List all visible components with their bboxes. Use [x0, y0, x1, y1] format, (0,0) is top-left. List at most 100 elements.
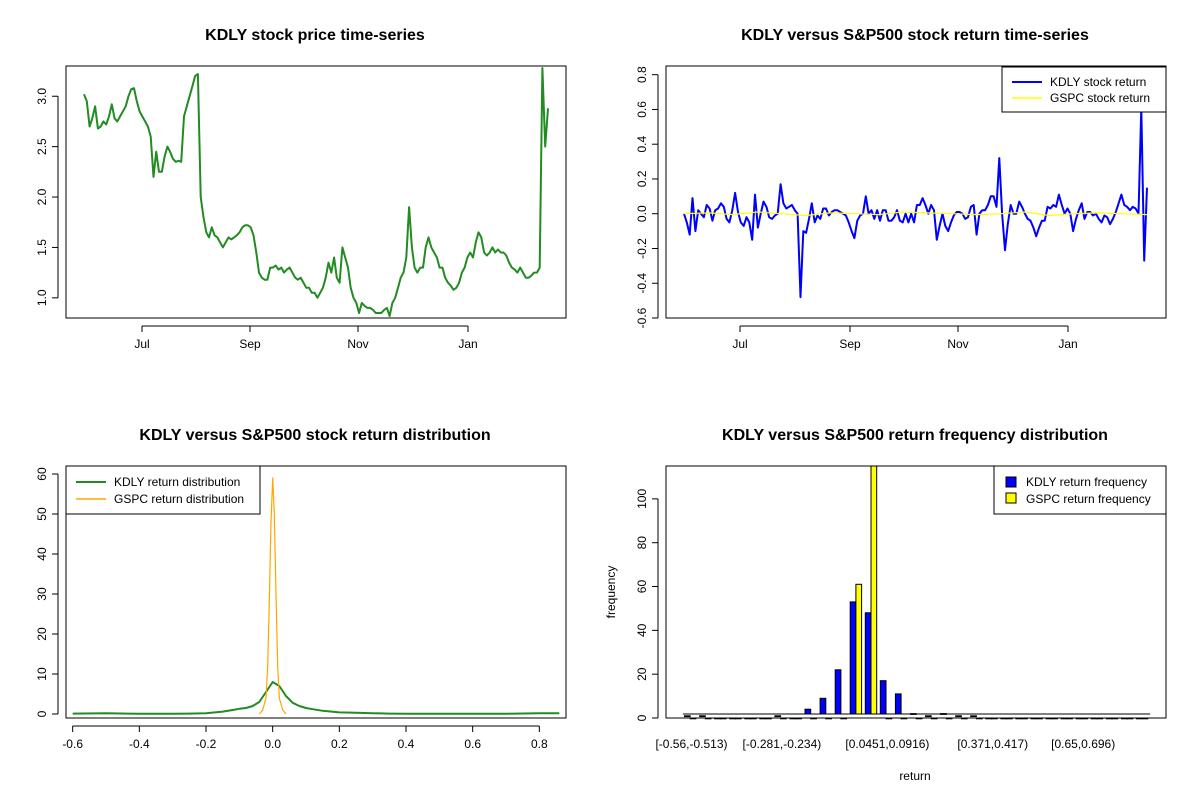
x-tick-label: Sep	[839, 337, 861, 351]
y-tick-label: 0.2	[635, 170, 649, 187]
y-tick-label: 0	[35, 710, 49, 717]
kdly-freq-bar	[864, 612, 872, 715]
x-tick-label: Jul	[732, 337, 747, 351]
y-tick-label: 20	[635, 667, 649, 681]
gspc-return-line	[683, 211, 1148, 217]
kdly-freq-bar	[894, 693, 902, 715]
gspc-freq-bar	[960, 717, 968, 720]
y-tick-label: 100	[635, 489, 649, 509]
price-plot-frame	[65, 65, 567, 319]
kdly-freq-bar	[729, 717, 736, 720]
gspc-freq-bar	[1021, 717, 1028, 720]
y-tick-label: -0.4	[635, 273, 649, 294]
kdly-freq-bar	[1030, 717, 1038, 720]
returns-legend: KDLY stock return GSPC stock return	[1001, 66, 1167, 113]
y-tick-label: 30	[35, 587, 49, 601]
x-tick-label: 0.0	[264, 737, 281, 751]
gspc-freq-bar	[1051, 717, 1059, 720]
gspc-freq-bar	[825, 717, 832, 720]
gspc-freq-bar	[976, 717, 983, 720]
x-tick-label: Jan	[458, 337, 477, 351]
kdly-freq-bar	[804, 708, 812, 715]
x-tick-label: 0.6	[464, 737, 481, 751]
price-chart-title: KDLY stock price time-series	[205, 27, 425, 44]
gspc-freq-bar	[1006, 717, 1013, 720]
gspc-freq-bar	[945, 717, 953, 720]
y-tick-label: 0.0	[635, 205, 649, 222]
returns-legend-box	[1001, 66, 1167, 113]
kdly-freq-bar	[1090, 717, 1098, 720]
kdly-freq-bar	[1015, 717, 1023, 720]
kdly-freq-bar	[774, 715, 782, 718]
gspc-freq-bar	[1126, 717, 1134, 720]
freq-chart-title: KDLY versus S&P500 return frequency dist…	[722, 427, 1108, 444]
freq-series	[683, 465, 1150, 720]
kdly-freq-bar	[744, 717, 751, 720]
density-plot-frame	[65, 465, 567, 719]
kdly-freq-bar	[1105, 717, 1113, 720]
gspc-freq-bar	[1036, 717, 1043, 720]
kdly-freq-bar	[879, 680, 887, 715]
gspc-freq-bar	[810, 717, 817, 720]
gspc-freq-bar	[870, 465, 878, 715]
y-tick-label: -0.6	[635, 307, 649, 328]
density-chart-panel: KDLY versus S&P500 stock return distribu…	[35, 427, 567, 751]
gspc-freq-bar	[1081, 717, 1089, 720]
gspc-freq-bar	[719, 717, 727, 720]
kdly-freq-bar	[834, 669, 842, 715]
x-tick-label: -0.2	[196, 737, 217, 751]
y-tick-label: 40	[635, 623, 649, 637]
kdly-freq-bar	[849, 601, 857, 715]
kdly-freq-bar	[955, 715, 962, 718]
x-tick-label: 0.4	[398, 737, 415, 751]
freq-legend-swatch-gspc	[1005, 492, 1017, 504]
kdly-freq-bar	[819, 697, 827, 715]
x-tick-label: Sep	[239, 337, 261, 351]
freq-x-axis-title: return	[899, 769, 930, 783]
x-tick-label: [0.371,0.417)	[957, 737, 1028, 751]
returns-legend-label-gspc: GSPC stock return	[1050, 91, 1150, 105]
x-tick-label: -0.6	[62, 737, 83, 751]
gspc-freq-bar	[1096, 717, 1104, 720]
density-y-axis: 0 10 20 30 40 50 60	[35, 467, 59, 717]
x-tick-label: [0.0451,0.0916)	[845, 737, 929, 751]
freq-y-axis: 0 20 40 60 80 100	[635, 489, 659, 721]
x-tick-label: [-0.56,-0.513)	[655, 737, 727, 751]
kdly-freq-bar	[789, 717, 797, 720]
y-tick-label: -0.2	[635, 238, 649, 259]
density-chart-title: KDLY versus S&P500 stock return distribu…	[139, 427, 490, 444]
freq-legend-swatch-kdly	[1005, 476, 1017, 488]
kdly-freq-bar	[985, 717, 992, 720]
density-x-axis: -0.6 -0.4 -0.2 0.0 0.2 0.4 0.6 0.8	[62, 725, 548, 751]
returns-chart-title: KDLY versus S&P500 stock return time-ser…	[741, 27, 1089, 44]
y-tick-label: 2.0	[35, 188, 49, 205]
kdly-freq-bar	[684, 715, 691, 718]
x-tick-label: Jul	[134, 337, 149, 351]
kdly-return-line	[683, 106, 1148, 299]
returns-chart-panel: KDLY versus S&P500 stock return time-ser…	[635, 27, 1167, 351]
gspc-freq-bar	[750, 717, 757, 720]
density-legend-label-kdly: KDLY return distribution	[114, 475, 240, 489]
y-tick-label: 0.8	[635, 66, 649, 83]
y-tick-label: 60	[35, 467, 49, 481]
kdly-freq-bar	[925, 715, 932, 718]
gspc-freq-bar	[900, 717, 908, 720]
y-tick-label: 10	[35, 667, 49, 681]
price-series	[83, 67, 549, 317]
y-tick-label: 3.0	[35, 88, 49, 105]
density-legend: KDLY return distribution GSPC return dis…	[65, 465, 261, 515]
density-legend-label-gspc: GSPC return distribution	[114, 492, 244, 506]
freq-legend: KDLY return frequency GSPC return freque…	[993, 465, 1167, 515]
kdly-freq-bar	[1000, 717, 1008, 720]
returns-plot-frame	[665, 65, 1167, 319]
kdly-freq-bar	[714, 717, 721, 720]
y-tick-label: 1.5	[35, 239, 49, 256]
y-tick-label: 0	[635, 714, 649, 721]
x-tick-label: 0.2	[331, 737, 348, 751]
gspc-freq-bar	[855, 583, 863, 715]
gspc-freq-bar	[689, 717, 697, 720]
price-x-axis: Jul Sep Nov Jan	[134, 325, 478, 351]
gspc-freq-bar	[795, 717, 802, 720]
returns-x-axis: Jul Sep Nov Jan	[732, 325, 1078, 351]
